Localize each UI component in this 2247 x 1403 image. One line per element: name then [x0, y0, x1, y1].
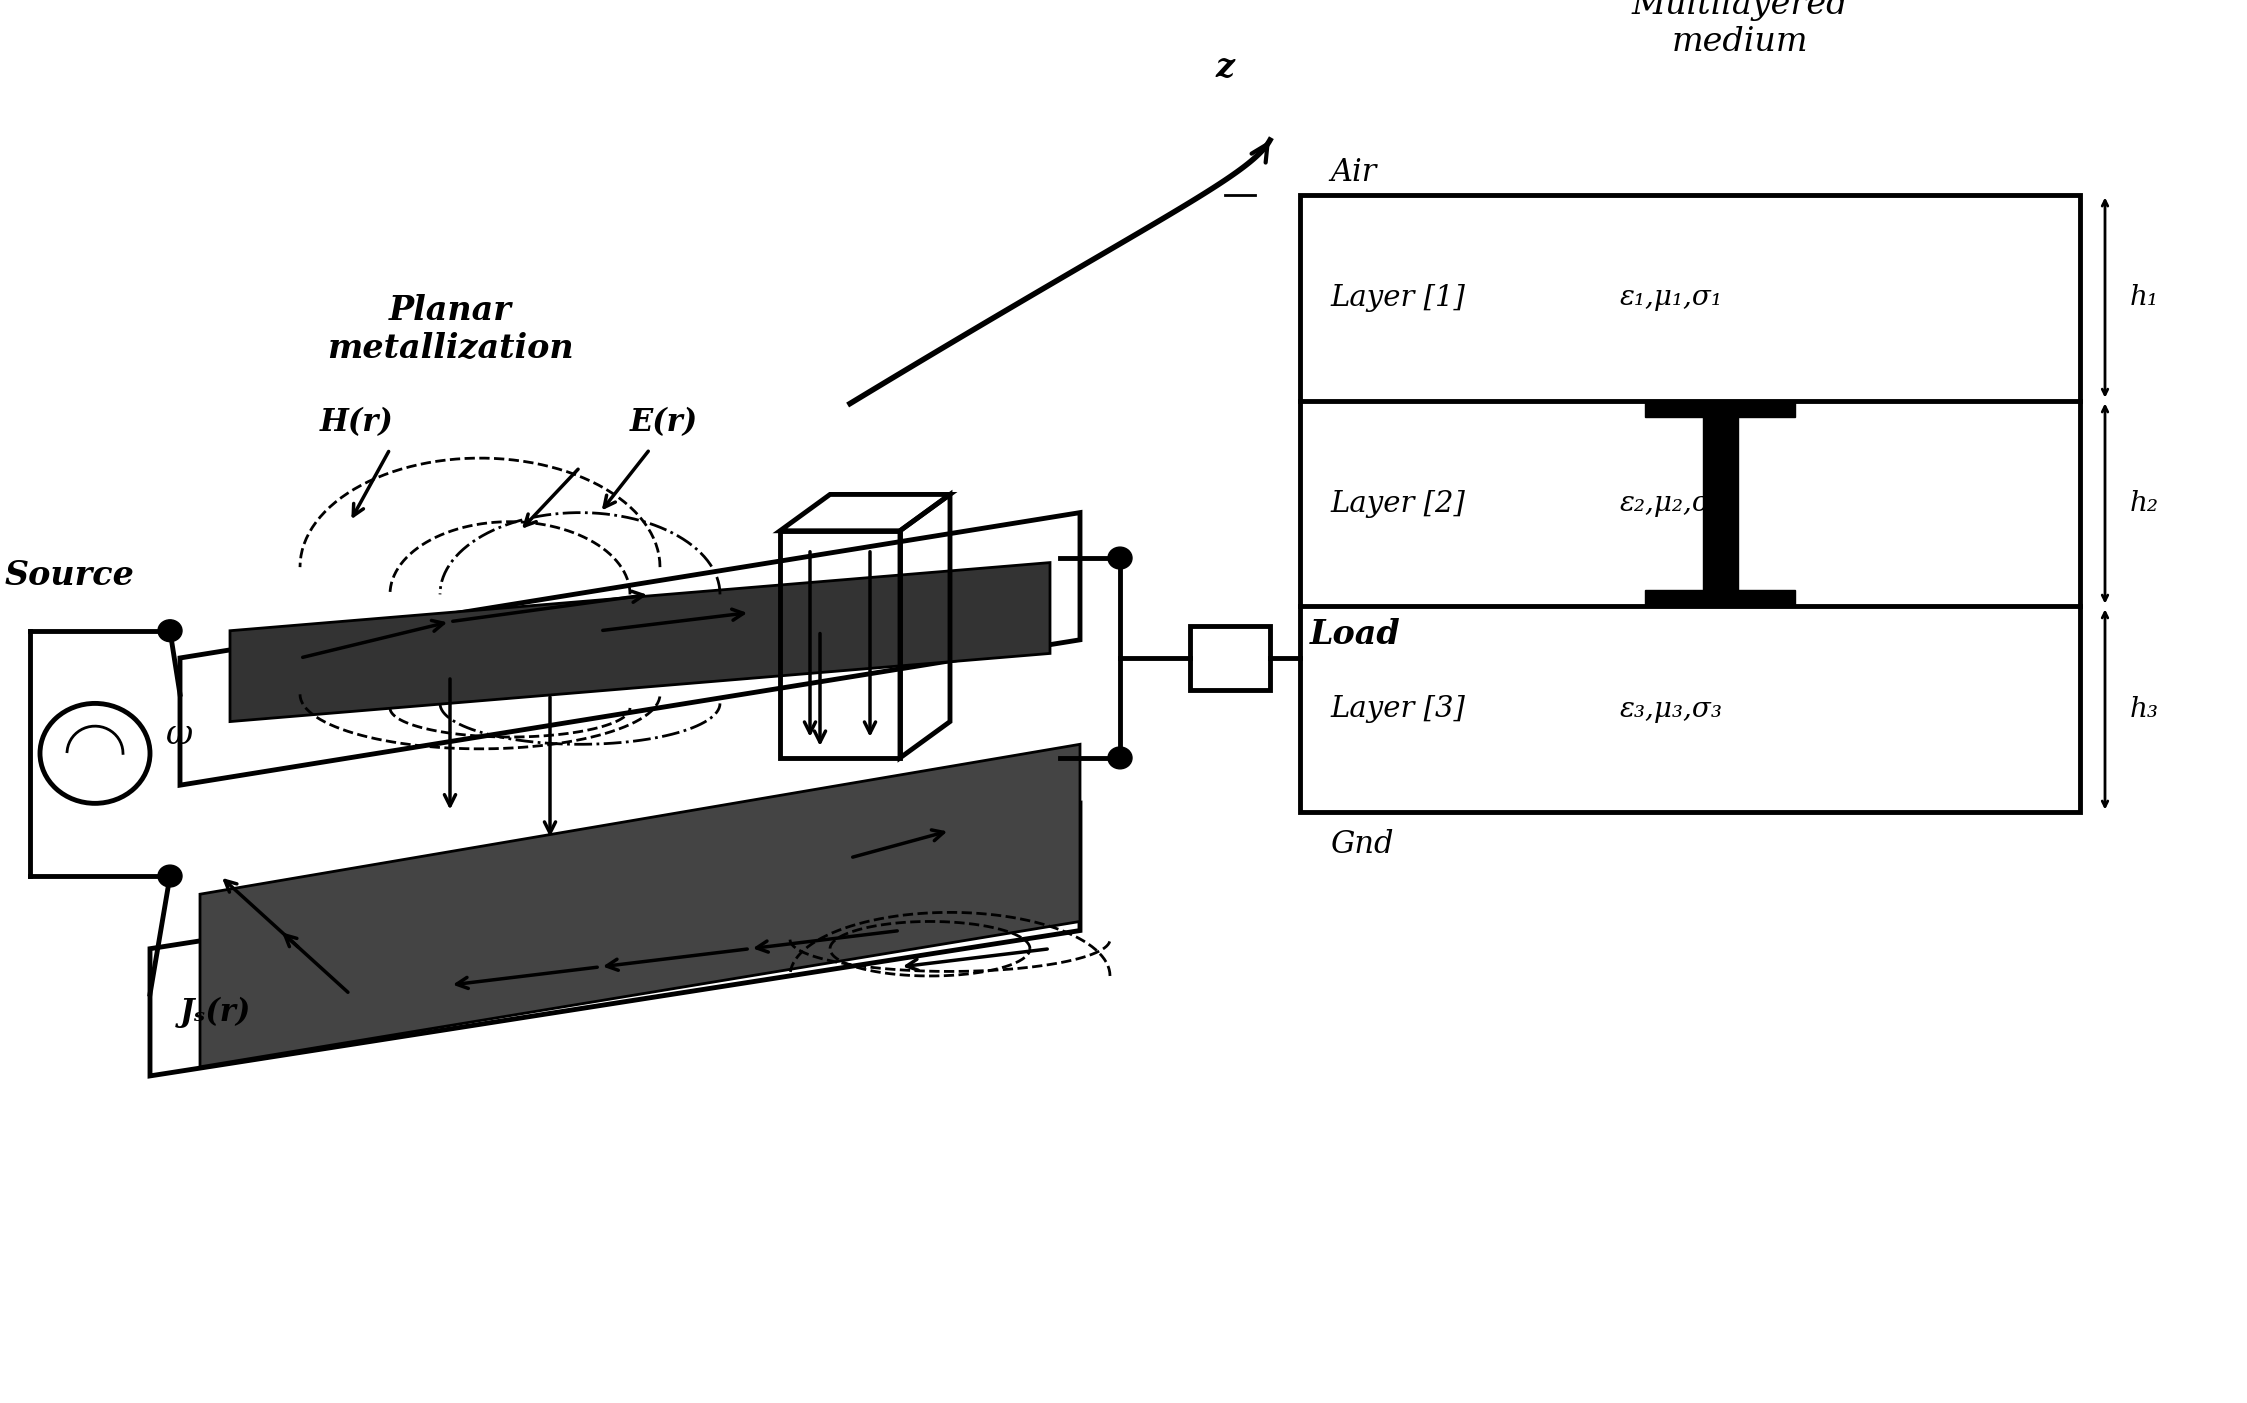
Text: E(r): E(r): [629, 407, 699, 438]
Text: Layer [2]: Layer [2]: [1330, 490, 1465, 518]
Text: ω: ω: [164, 720, 193, 751]
Text: Multilayered
medium: Multilayered medium: [1631, 0, 1849, 59]
Text: h₁: h₁: [2130, 283, 2159, 311]
Text: h₂: h₂: [2130, 490, 2159, 518]
Text: h₃: h₃: [2130, 696, 2159, 723]
Circle shape: [1108, 746, 1132, 769]
Circle shape: [157, 866, 182, 887]
Text: Load: Load: [1310, 619, 1400, 651]
Text: ε₃,μ₃,σ₃: ε₃,μ₃,σ₃: [1620, 696, 1723, 723]
Polygon shape: [229, 563, 1049, 721]
Bar: [1191, 626, 1270, 690]
Circle shape: [157, 620, 182, 641]
Text: ε₁,μ₁,σ₁: ε₁,μ₁,σ₁: [1620, 283, 1723, 311]
Text: Source: Source: [4, 560, 135, 592]
Text: Gnd: Gnd: [1330, 829, 1393, 860]
Circle shape: [1108, 547, 1132, 570]
Text: z: z: [1216, 51, 1234, 84]
Text: Air: Air: [1330, 157, 1377, 188]
Text: ε₂,μ₂,σ₂: ε₂,μ₂,σ₂: [1620, 490, 1723, 518]
Polygon shape: [200, 745, 1081, 1066]
Text: Jₛ(r): Jₛ(r): [180, 998, 252, 1028]
Text: Planar
metallization: Planar metallization: [326, 295, 573, 365]
Bar: [1703, 417, 1737, 591]
Text: H(r): H(r): [319, 407, 393, 438]
Bar: [1645, 591, 1795, 606]
Bar: [1645, 400, 1795, 417]
Text: Layer [3]: Layer [3]: [1330, 696, 1465, 724]
Text: Layer [1]: Layer [1]: [1330, 283, 1465, 311]
